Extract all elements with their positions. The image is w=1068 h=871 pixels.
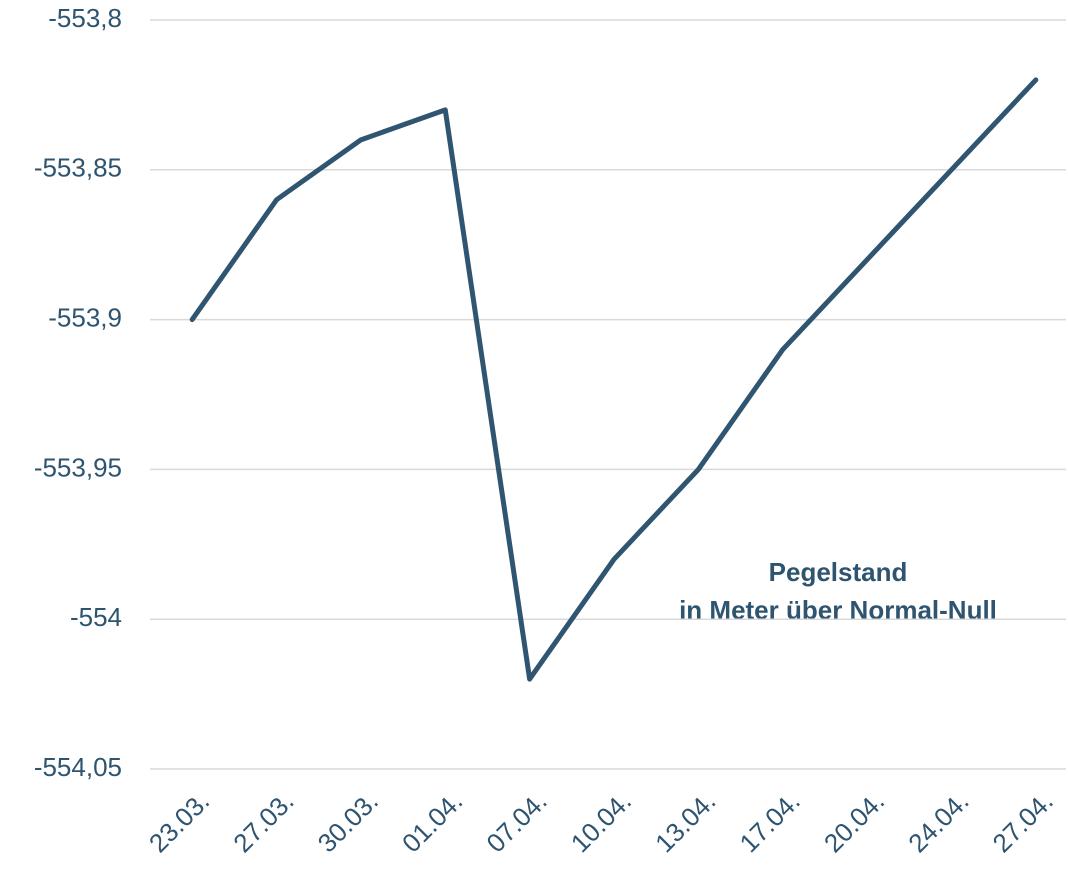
y-tick-label: -553,85	[34, 153, 122, 183]
data-line	[189, 77, 1039, 682]
x-tick-label: 23.03.	[143, 786, 215, 858]
x-tick-label: 17.04.	[733, 786, 805, 858]
y-tick-label: -553,8	[48, 3, 122, 33]
y-tick-label: -554	[70, 602, 122, 632]
x-tick-label: 24.04.	[902, 786, 974, 858]
x-tick-label: 27.03.	[227, 786, 299, 858]
y-tick-label: -554,05	[34, 752, 122, 782]
y-tick-label: -553,9	[48, 302, 122, 332]
x-tick-label: 10.04.	[565, 786, 637, 858]
annotation: Pegelstand	[769, 557, 908, 587]
x-tick-label: 01.04.	[396, 786, 468, 858]
y-tick-label: -553,95	[34, 452, 122, 482]
x-tick-label: 20.04.	[818, 786, 890, 858]
x-tick-label: 30.03.	[312, 786, 384, 858]
x-tick-label: 13.04.	[649, 786, 721, 858]
annotation: in Meter über Normal-Null	[679, 595, 997, 625]
x-tick-label: 27.04.	[987, 786, 1059, 858]
x-tick-label: 07.04.	[480, 786, 552, 858]
